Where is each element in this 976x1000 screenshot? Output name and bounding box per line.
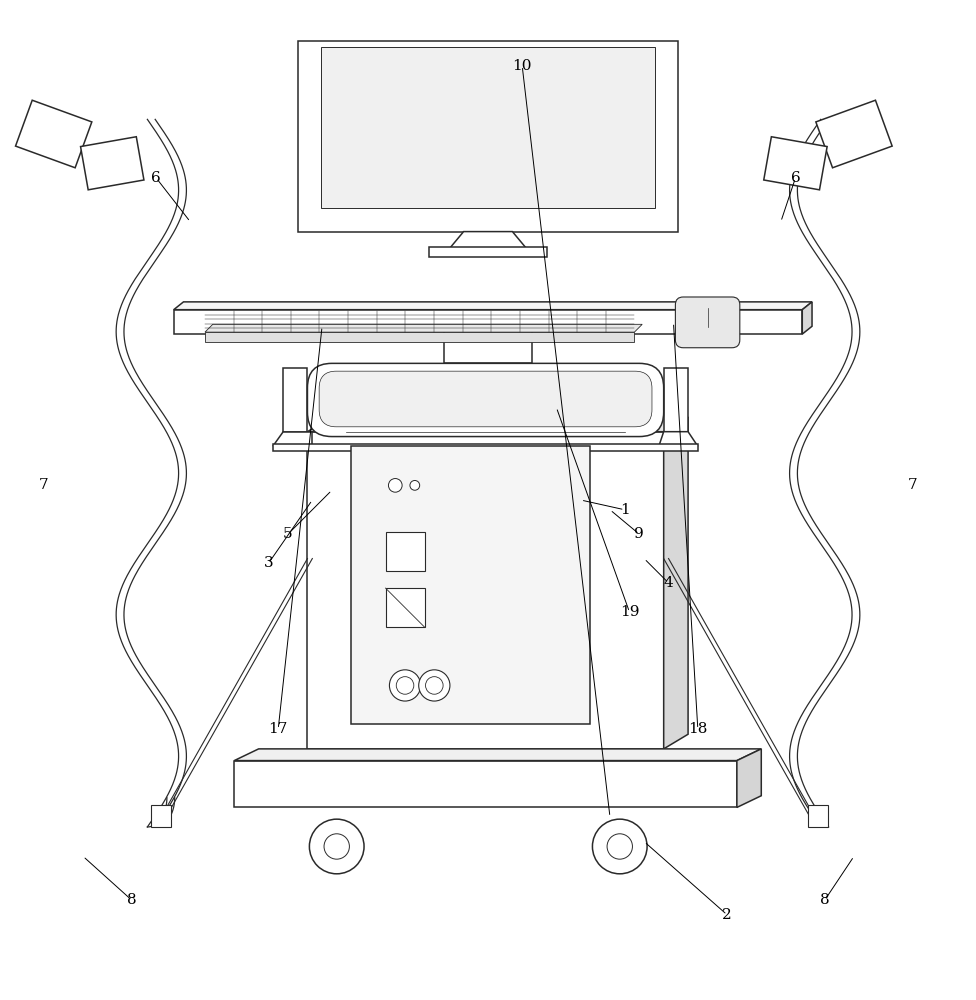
Text: 1: 1	[620, 503, 630, 517]
FancyBboxPatch shape	[307, 363, 664, 437]
Text: 19: 19	[620, 605, 639, 619]
Bar	[386, 532, 425, 571]
Bar	[386, 588, 425, 627]
Polygon shape	[283, 368, 307, 432]
Bar	[307, 432, 664, 749]
Polygon shape	[664, 368, 688, 432]
Text: 6: 6	[791, 171, 800, 185]
Circle shape	[396, 677, 414, 694]
Bar	[321, 47, 655, 208]
Polygon shape	[449, 232, 527, 249]
Circle shape	[388, 479, 402, 492]
Circle shape	[592, 819, 647, 874]
Polygon shape	[659, 432, 698, 446]
Circle shape	[410, 480, 420, 490]
Circle shape	[607, 834, 632, 859]
Polygon shape	[802, 302, 812, 334]
Text: 9: 9	[634, 527, 644, 541]
Text: 10: 10	[512, 59, 532, 73]
Polygon shape	[234, 749, 761, 761]
Polygon shape	[273, 432, 312, 446]
Text: 17: 17	[268, 722, 288, 736]
Text: 7: 7	[39, 478, 49, 492]
Circle shape	[389, 670, 421, 701]
Polygon shape	[816, 100, 892, 168]
Polygon shape	[764, 137, 827, 190]
Polygon shape	[737, 749, 761, 807]
Bar	[351, 446, 590, 724]
Polygon shape	[174, 302, 812, 310]
Circle shape	[324, 834, 349, 859]
Bar	[429, 247, 547, 257]
FancyBboxPatch shape	[319, 371, 652, 427]
Text: 4: 4	[664, 576, 673, 590]
Polygon shape	[81, 137, 143, 190]
Text: 6: 6	[151, 171, 161, 185]
Bar	[234, 761, 737, 807]
Text: 5: 5	[283, 527, 293, 541]
Text: 3: 3	[264, 556, 273, 570]
Circle shape	[309, 819, 364, 874]
Polygon shape	[273, 444, 698, 451]
Circle shape	[419, 670, 450, 701]
Polygon shape	[307, 417, 688, 432]
Bar	[808, 805, 828, 827]
Bar	[298, 41, 678, 232]
Bar	[444, 326, 532, 363]
Circle shape	[426, 677, 443, 694]
Text: 8: 8	[820, 893, 830, 907]
Polygon shape	[16, 100, 92, 168]
Bar	[174, 310, 802, 334]
Polygon shape	[205, 324, 642, 332]
Bar	[151, 805, 171, 827]
Text: 8: 8	[127, 893, 137, 907]
Polygon shape	[664, 417, 688, 749]
FancyBboxPatch shape	[675, 297, 740, 348]
Text: 7: 7	[908, 478, 917, 492]
Text: 2: 2	[722, 908, 732, 922]
Text: 18: 18	[688, 722, 708, 736]
Bar	[205, 332, 634, 342]
